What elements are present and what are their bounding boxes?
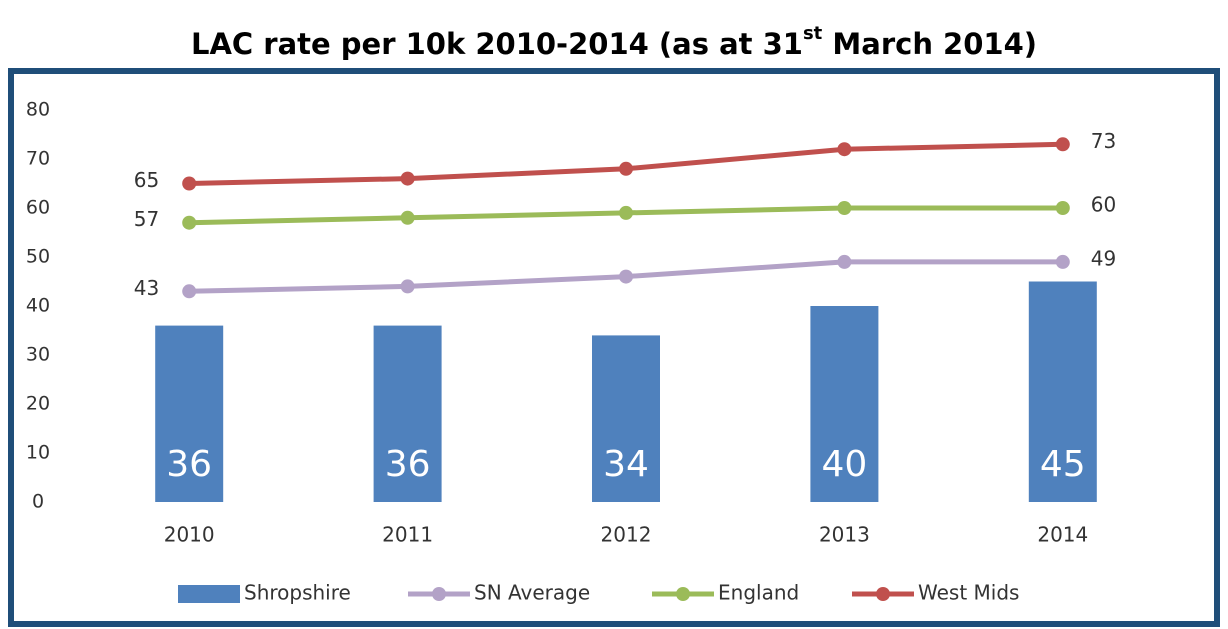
line-marker: [182, 284, 197, 299]
line-marker: [837, 142, 852, 157]
y-tick-label: 10: [26, 442, 50, 464]
line-marker: [400, 279, 415, 294]
bar-label: 34: [603, 444, 649, 485]
y-tick-label: 50: [26, 246, 50, 268]
y-tick-label: 0: [32, 491, 44, 513]
line-marker: [837, 201, 852, 215]
line-marker: [1055, 201, 1070, 215]
y-tick-label: 40: [26, 295, 50, 317]
x-tick-label: 2011: [382, 523, 433, 547]
bar-label: 36: [166, 444, 212, 485]
line-marker: [1055, 254, 1070, 269]
line-marker: [400, 171, 415, 186]
legend-label: West Mids: [918, 581, 1019, 605]
bar: [810, 306, 879, 502]
title-superscript: st: [803, 23, 823, 44]
bar-label: 45: [1040, 444, 1086, 485]
y-tick-label: 80: [26, 99, 50, 121]
bar: [155, 325, 224, 502]
line-marker: [619, 269, 633, 284]
y-tick-label: 60: [26, 197, 50, 219]
bar-label: 36: [385, 444, 431, 485]
y-tick-label: 70: [26, 148, 50, 170]
x-tick-label: 2010: [164, 523, 215, 547]
x-tick-label: 2013: [819, 523, 870, 547]
chart-title: LAC rate per 10k 2010-2014 (as at 31st M…: [191, 23, 1037, 61]
legend-label: Shropshire: [244, 581, 351, 605]
data-label: 57: [134, 207, 159, 231]
legend-label: England: [718, 581, 799, 605]
legend-swatch: [178, 585, 240, 603]
line-marker: [619, 161, 633, 176]
data-label: 43: [134, 276, 159, 300]
line-marker: [182, 176, 197, 191]
legend-label: SN Average: [474, 581, 590, 605]
line-marker: [182, 215, 197, 230]
bar: [592, 335, 660, 502]
data-label: 73: [1091, 129, 1116, 153]
data-label: 60: [1091, 193, 1116, 217]
data-label: 65: [134, 168, 159, 192]
data-label: 49: [1091, 246, 1116, 270]
y-tick-label: 30: [26, 344, 50, 366]
bar: [373, 325, 442, 502]
legend-swatch: [676, 587, 690, 601]
bar-label: 40: [821, 444, 867, 485]
line-marker: [400, 210, 415, 225]
y-tick-label: 20: [26, 393, 50, 415]
line-marker: [1055, 137, 1070, 152]
legend-swatch: [432, 587, 446, 601]
title-part: LAC rate per 10k 2010-2014 (as at 31: [191, 27, 803, 61]
bar: [1028, 281, 1097, 502]
x-tick-label: 2012: [601, 523, 652, 547]
title-part: March 2014): [822, 27, 1037, 61]
line-marker: [837, 254, 852, 269]
x-tick-label: 2014: [1037, 523, 1088, 547]
legend-swatch: [876, 587, 890, 601]
line-marker: [619, 205, 633, 220]
